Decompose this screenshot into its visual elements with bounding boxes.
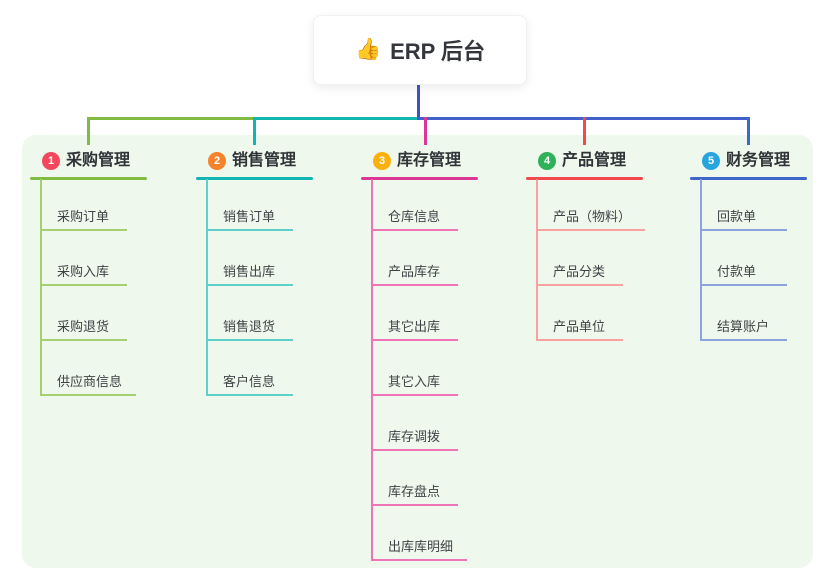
mindmap-node-item[interactable]: 回款单: [700, 208, 787, 231]
branch-number-badge: 3: [373, 152, 391, 170]
branch-title-4[interactable]: 产品管理: [562, 152, 627, 169]
branch-title-2[interactable]: 销售管理: [232, 152, 297, 169]
root-stem-line: [417, 85, 420, 120]
bus-segment-left: [87, 117, 255, 120]
branch-title-5[interactable]: 财务管理: [726, 152, 791, 169]
root-node[interactable]: 👍 ERP 后台: [313, 15, 527, 85]
branch-drop-line: [253, 117, 256, 145]
branch-drop-line: [424, 117, 427, 145]
branch-title-3[interactable]: 库存管理: [397, 152, 462, 169]
mindmap-node-item[interactable]: 采购退货: [40, 318, 127, 341]
thumbs-up-icon: 👍: [354, 38, 382, 61]
mindmap-node-item[interactable]: 库存调拨: [371, 428, 458, 451]
mindmap-node-item[interactable]: 销售订单: [206, 208, 293, 231]
mindmap-node-item[interactable]: 采购订单: [40, 208, 127, 231]
branch-title-underline: [526, 177, 643, 180]
branch-number-badge: 1: [42, 152, 60, 170]
branch-title-underline: [690, 177, 807, 180]
branch-spine-line: [536, 179, 538, 341]
branch-spine-line: [206, 179, 208, 396]
branch-drop-line: [87, 117, 90, 145]
mindmap-node-item[interactable]: 其它入库: [371, 373, 458, 396]
mindmap-node-item[interactable]: 销售退货: [206, 318, 293, 341]
mindmap-node-item[interactable]: 采购入库: [40, 263, 127, 286]
mindmap-node-item[interactable]: 其它出库: [371, 318, 458, 341]
branch-drop-line: [747, 117, 750, 145]
mindmap-node-item[interactable]: 销售出库: [206, 263, 293, 286]
mindmap-node-item[interactable]: 产品（物料）: [536, 208, 646, 231]
mindmap-node-item[interactable]: 供应商信息: [40, 373, 137, 396]
branch-number-badge: 2: [208, 152, 226, 170]
mindmap-node-item[interactable]: 库存盘点: [371, 483, 458, 506]
mindmap-node-item[interactable]: 客户信息: [206, 373, 293, 396]
root-node-label: ERP 后台: [390, 39, 486, 64]
mindmap-node-item[interactable]: 产品分类: [536, 263, 623, 286]
mindmap-node-item[interactable]: 付款单: [700, 263, 787, 286]
branches-panel: [22, 135, 813, 568]
mindmap-node-item[interactable]: 出库库明细: [371, 538, 468, 561]
mindmap-node-item[interactable]: 产品单位: [536, 318, 623, 341]
branch-number-badge: 4: [538, 152, 556, 170]
branch-spine-line: [40, 179, 42, 396]
bus-segment-mid: [253, 117, 417, 120]
branch-drop-line: [583, 117, 586, 145]
branch-title-underline: [30, 177, 147, 180]
mindmap-node-item[interactable]: 结算账户: [700, 318, 787, 341]
branch-title-1[interactable]: 采购管理: [66, 152, 131, 169]
branch-title-underline: [196, 177, 313, 180]
mindmap-node-item[interactable]: 仓库信息: [371, 208, 458, 231]
branch-title-underline: [361, 177, 478, 180]
branch-number-badge: 5: [702, 152, 720, 170]
branch-spine-line: [700, 179, 702, 341]
mindmap-node-item[interactable]: 产品库存: [371, 263, 458, 286]
branch-spine-line: [371, 179, 373, 561]
